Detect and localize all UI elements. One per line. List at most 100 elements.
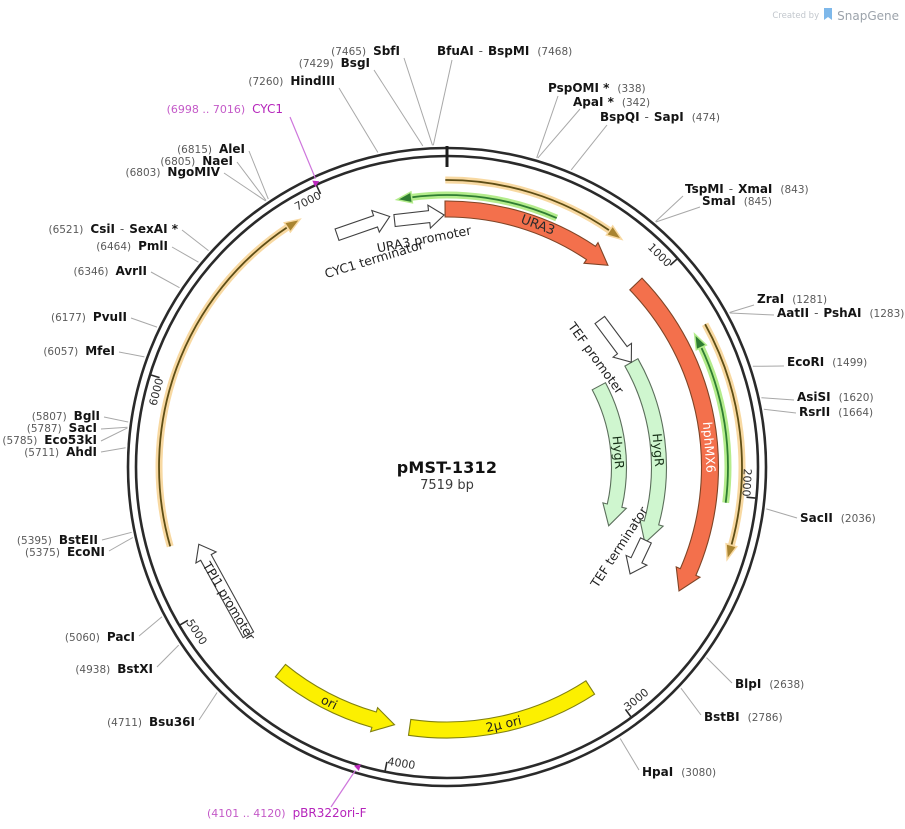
site-label-bspqi[interactable]: BspQI - SapI (474) — [600, 110, 720, 124]
feature-arrow-tef-terminator[interactable] — [625, 537, 653, 575]
feature-arc-ura3[interactable] — [444, 200, 609, 266]
site-label-apai[interactable]: ApaI * (342) — [573, 95, 650, 109]
site-label-mfei[interactable]: (6057) MfeI — [43, 344, 115, 358]
site-label-ecori[interactable]: EcoRI (1499) — [787, 355, 867, 369]
site-label-alei[interactable]: (6815) AleI — [177, 142, 245, 156]
feature-hygr-outer[interactable] — [624, 357, 668, 544]
feature-tef-terminator[interactable] — [625, 537, 653, 575]
feature-gold-arc-right[interactable] — [702, 322, 746, 562]
feature-band-gold-arc-left — [155, 224, 290, 548]
site-label-avrii[interactable]: (6346) AvrII — [74, 264, 147, 278]
feature-label-ori[interactable]: ori — [319, 692, 340, 713]
primer-arrowhead-pbr322ori-f — [354, 764, 361, 771]
feature-arrowhead-gold-arc-top — [605, 224, 624, 241]
site-label-blpi[interactable]: BlpI (2638) — [735, 677, 804, 691]
primer-leader-cyc1 — [289, 116, 317, 179]
feature-arrow-tpi1-promoter[interactable] — [195, 543, 255, 639]
site-label-rsrii[interactable]: RsrII (1664) — [799, 405, 873, 419]
site-label-pspomi[interactable]: PspOMI * (338) — [548, 81, 646, 95]
site-label-ngomiv[interactable]: (6803) NgoMIV — [126, 165, 221, 179]
site-label-aatii[interactable]: AatII - PshAI (1283) — [777, 306, 904, 320]
feature-arrow-tef-promoter[interactable] — [594, 315, 633, 363]
site-label-hindiii[interactable]: (7260) HindIII — [248, 74, 335, 88]
feature-2u-ori[interactable] — [407, 680, 596, 739]
feature-arrowhead-gold-arc-left — [283, 218, 302, 234]
site-label-csii[interactable]: (6521) CsiI - SexAI * — [48, 222, 178, 236]
leader-mfei — [118, 351, 145, 358]
feature-tef-promoter[interactable] — [594, 315, 633, 363]
site-label-bstbi[interactable]: BstBI (2786) — [704, 710, 783, 724]
feature-label-hphmx6[interactable]: hphMX6 — [700, 421, 719, 473]
site-label-naei[interactable]: (6805) NaeI — [160, 154, 233, 168]
feature-green-arc-right[interactable] — [693, 332, 732, 504]
feature-arc-2u-ori[interactable] — [407, 680, 596, 739]
leader-bsteii — [101, 531, 132, 541]
ring-tick-6000 — [150, 374, 160, 379]
ring-tick-4000 — [384, 761, 388, 771]
feature-arc-hygr-inner[interactable] — [591, 381, 628, 527]
feature-arc-ori[interactable] — [274, 663, 396, 733]
leader-bsgi — [373, 69, 424, 147]
site-label-ahdi[interactable]: (5711) AhdI — [24, 445, 97, 459]
feature-ura3-promoter[interactable] — [393, 204, 445, 230]
primer-label-cyc1[interactable]: (6998 .. 7016) CYC1 — [167, 102, 283, 116]
site-label-hpai[interactable]: HpaI (3080) — [642, 765, 716, 779]
leader-bstbi — [680, 687, 702, 716]
site-label-sbfi[interactable]: (7465) SbfI — [331, 44, 400, 58]
primer-label-pbr322ori-f[interactable]: (4101 .. 4120) pBR322ori-F — [207, 806, 367, 820]
feature-ura3[interactable] — [444, 200, 609, 266]
feature-ori[interactable] — [274, 663, 396, 733]
leader-csii — [181, 229, 209, 251]
leader-saci — [100, 426, 128, 430]
leader-aatii — [729, 312, 775, 316]
ring-tick-label-2000: 2000 — [739, 468, 753, 497]
feature-arrow-cyc1-terminator[interactable] — [334, 209, 391, 242]
leader-ngomiv — [223, 172, 266, 202]
primer-pbr322ori-f[interactable]: (4101 .. 4120) pBR322ori-F — [207, 764, 367, 820]
feature-gold-arc-top[interactable] — [445, 176, 624, 241]
primer-cyc1[interactable]: (6998 .. 7016) CYC1 — [167, 102, 320, 187]
leader-pmli — [171, 246, 199, 263]
site-label-bsu36i[interactable]: (4711) Bsu36I — [107, 715, 195, 729]
feature-tpi1-promoter[interactable] — [195, 543, 255, 639]
site-label-paci[interactable]: (5060) PacI — [65, 630, 135, 644]
site-label-zrai[interactable]: ZraI (1281) — [757, 292, 827, 306]
feature-arc-hygr-outer[interactable] — [624, 357, 668, 544]
leader-bspqi — [570, 124, 608, 171]
feature-hygr-inner[interactable] — [591, 381, 628, 527]
site-label-pmli[interactable]: (6464) PmlI — [96, 239, 168, 253]
site-label-smai[interactable]: SmaI (845) — [702, 194, 772, 208]
ring-tick-7000 — [315, 185, 322, 195]
feature-hphmx6[interactable] — [629, 277, 719, 592]
ring-tick-3000 — [624, 708, 632, 718]
site-label-bstxi[interactable]: (4938) BstXI — [75, 662, 153, 676]
feature-green-arc-top[interactable] — [394, 190, 559, 222]
feature-line-gold-arc-top — [445, 179, 611, 232]
feature-cyc1-terminator[interactable] — [334, 209, 391, 242]
leader-alei — [248, 150, 269, 200]
feature-label-hygr-inner[interactable]: HygR — [610, 435, 628, 470]
leader-bstxi — [156, 644, 180, 668]
leader-naei — [236, 161, 267, 201]
site-label-pvuii[interactable]: (6177) PvuII — [51, 310, 127, 324]
feature-label-tpi1-promoter[interactable]: TPI1 promoter — [199, 558, 259, 643]
site-label-sacii[interactable]: SacII (2036) — [800, 511, 876, 525]
site-label-eco53ki[interactable]: (5785) Eco53kI — [2, 433, 97, 447]
leader-bgli — [103, 416, 129, 423]
site-label-bsteii[interactable]: (5395) BstEII — [17, 533, 98, 547]
feature-label-hygr-outer[interactable]: HygR — [649, 433, 667, 468]
leader-bsu36i — [198, 692, 218, 721]
feature-arrowhead-green-arc-top — [394, 190, 414, 204]
site-label-econi[interactable]: (5375) EcoNI — [25, 545, 105, 559]
site-label-bgli[interactable]: (5807) BglI — [32, 409, 100, 423]
feature-arrow-ura3-promoter[interactable] — [393, 204, 445, 230]
feature-gold-arc-left[interactable] — [155, 218, 302, 548]
site-label-saci[interactable]: (5787) SacI — [27, 421, 97, 435]
site-label-bsgi[interactable]: (7429) BsgI — [299, 56, 370, 70]
feature-arc-hphmx6[interactable] — [629, 277, 719, 592]
leader-smai — [655, 206, 701, 223]
site-label-bfuai[interactable]: BfuAI - BspMI (7468) — [437, 44, 572, 58]
snapgene-watermark: Created by SnapGene — [772, 6, 899, 25]
site-label-tspmi[interactable]: TspMI - XmaI (843) — [685, 182, 809, 196]
site-label-asisi[interactable]: AsiSI (1620) — [797, 390, 874, 404]
